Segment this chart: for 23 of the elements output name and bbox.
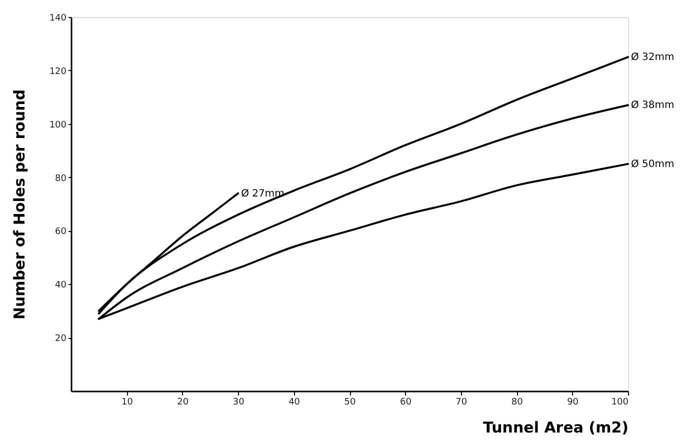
series-label: Ø 50mm: [631, 158, 674, 170]
series-label: Ø 32mm: [631, 52, 674, 64]
x-tick-label: 100: [611, 398, 629, 408]
y-tick-label: 20: [55, 334, 67, 344]
x-tick-label: 80: [511, 398, 524, 408]
y-tick-label: 80: [55, 174, 67, 184]
x-tick-label: 40: [288, 398, 300, 408]
x-tick-label: 50: [344, 398, 356, 408]
y-tick-label: 60: [55, 227, 67, 238]
series-label: Ø 27mm: [241, 188, 284, 200]
x-tick-label: 10: [121, 398, 134, 408]
x-tick-label: 90: [567, 398, 579, 408]
y-tick-label: 100: [49, 120, 67, 130]
y-axis-title: Number of Holes per round: [10, 89, 28, 320]
series-label: Ø 38mm: [631, 100, 674, 112]
x-tick-label: 70: [456, 398, 468, 408]
y-tick-label: 120: [49, 66, 67, 77]
y-tick-label: 140: [49, 14, 67, 24]
x-tick-label: 20: [177, 398, 189, 408]
x-tick-label: 30: [232, 398, 245, 408]
x-axis-title: Tunnel Area (m2): [483, 418, 628, 436]
x-tick-label: 60: [400, 398, 412, 408]
y-tick-label: 40: [55, 280, 67, 291]
